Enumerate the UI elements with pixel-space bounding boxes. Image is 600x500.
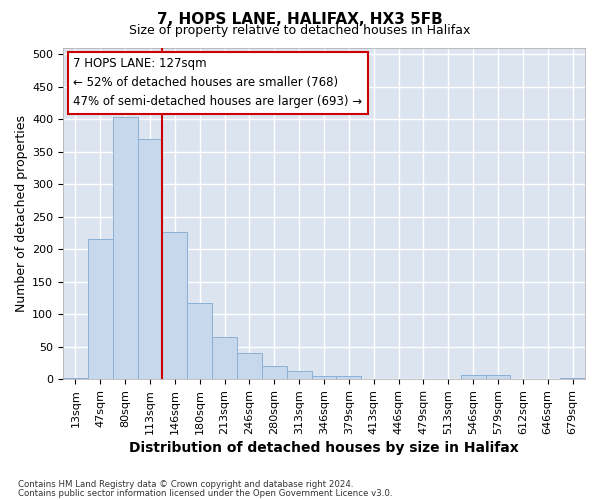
Bar — [88, 240, 113, 379]
Bar — [560, 378, 585, 379]
Bar — [436, 378, 461, 379]
Text: 7 HOPS LANE: 127sqm
← 52% of detached houses are smaller (768)
47% of semi-detac: 7 HOPS LANE: 127sqm ← 52% of detached ho… — [73, 58, 362, 108]
Bar — [113, 117, 137, 379]
Bar — [411, 378, 436, 379]
Text: Contains public sector information licensed under the Open Government Licence v3: Contains public sector information licen… — [18, 489, 392, 498]
Bar — [262, 366, 287, 379]
Bar — [511, 378, 535, 379]
Y-axis label: Number of detached properties: Number of detached properties — [15, 115, 28, 312]
Bar — [461, 376, 485, 379]
Bar — [337, 376, 361, 379]
Bar — [485, 376, 511, 379]
Bar — [361, 378, 386, 379]
Bar — [137, 138, 163, 379]
Text: Contains HM Land Registry data © Crown copyright and database right 2024.: Contains HM Land Registry data © Crown c… — [18, 480, 353, 489]
X-axis label: Distribution of detached houses by size in Halifax: Distribution of detached houses by size … — [129, 441, 519, 455]
Bar — [163, 232, 187, 379]
Text: 7, HOPS LANE, HALIFAX, HX3 5FB: 7, HOPS LANE, HALIFAX, HX3 5FB — [157, 12, 443, 28]
Text: Size of property relative to detached houses in Halifax: Size of property relative to detached ho… — [130, 24, 470, 37]
Bar — [237, 353, 262, 379]
Bar — [187, 303, 212, 379]
Bar — [63, 378, 88, 379]
Bar — [212, 337, 237, 379]
Bar — [287, 371, 311, 379]
Bar — [386, 378, 411, 379]
Bar — [535, 378, 560, 379]
Bar — [311, 376, 337, 379]
